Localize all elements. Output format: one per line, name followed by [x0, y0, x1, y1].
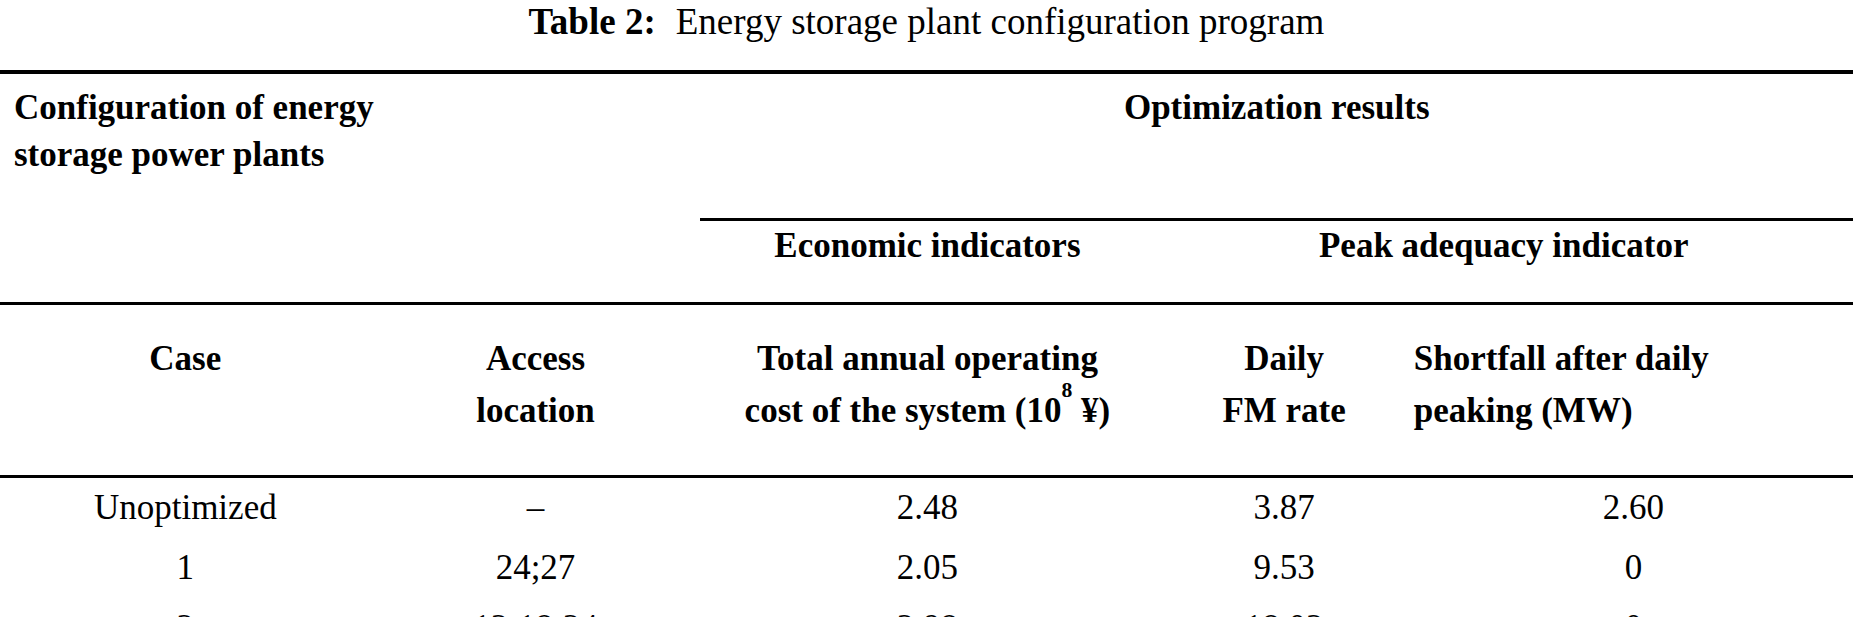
total-cost-cell: 2.48	[700, 477, 1154, 539]
cost-header-line2: cost of the system (108 ¥)	[700, 385, 1154, 437]
optimization-results-label: Optimization results	[1124, 88, 1430, 127]
table-row-case-1: 1 24;27 2.05 9.53 0	[0, 538, 1853, 598]
optimization-results-group-header: Optimization results	[700, 72, 1853, 220]
daily-fm-rate-cell: 9.53	[1154, 538, 1413, 598]
peak-adequacy-label: Peak adequacy indicator	[1319, 226, 1688, 265]
table-row-unoptimized: Unoptimized – 2.48 3.87 2.60	[0, 477, 1853, 539]
configuration-header-line2: storage power plants	[14, 131, 700, 178]
shortfall-header-line1: Shortfall after daily	[1414, 333, 1853, 385]
peak-adequacy-header: Peak adequacy indicator	[1154, 220, 1853, 304]
case-column-header: Case	[0, 304, 371, 477]
access-location-cell: 24;27	[371, 538, 701, 598]
shortfall-column-header: Shortfall after daily peaking (MW)	[1414, 304, 1853, 477]
access-header-line1: Access	[371, 333, 701, 385]
energy-storage-table: Configuration of energy storage power pl…	[0, 70, 1853, 617]
daily-fm-rate-cell: 3.87	[1154, 477, 1413, 539]
shortfall-cell: 0	[1414, 598, 1853, 617]
shortfall-cell: 2.60	[1414, 477, 1853, 539]
column-header-row: Case Access location Total annual operat…	[0, 304, 1853, 477]
table-caption: Table 2: Energy storage plant configurati…	[0, 0, 1853, 44]
shortfall-header-line2: peaking (MW)	[1414, 385, 1853, 437]
economic-indicators-label: Economic indicators	[774, 226, 1080, 265]
economic-indicators-header: Economic indicators	[700, 220, 1154, 304]
configuration-group-header: Configuration of energy storage power pl…	[0, 72, 700, 304]
group-header-row: Configuration of energy storage power pl…	[0, 72, 1853, 220]
fm-header-line1: Daily	[1154, 333, 1413, 385]
table-row-case-2: 2 12;18;24 2.98 18.02 0	[0, 598, 1853, 617]
total-cost-column-header: Total annual operating cost of the syste…	[700, 304, 1154, 477]
access-location-cell: 12;18;24	[371, 598, 701, 617]
shortfall-cell: 0	[1414, 538, 1853, 598]
superscript-8: 8	[1061, 378, 1072, 402]
case-header-label: Case	[149, 339, 221, 378]
cost-header-currency: ¥)	[1072, 391, 1110, 430]
access-location-column-header: Access location	[371, 304, 701, 477]
daily-fm-rate-cell: 18.02	[1154, 598, 1413, 617]
cost-header-line2-text: cost of the system (10	[745, 391, 1062, 430]
cost-header-line1: Total annual operating	[700, 333, 1154, 385]
case-cell: Unoptimized	[0, 477, 371, 539]
case-cell: 1	[0, 538, 371, 598]
total-cost-cell: 2.98	[700, 598, 1154, 617]
caption-title: Energy storage plant configuration progr…	[676, 1, 1325, 42]
total-cost-cell: 2.05	[700, 538, 1154, 598]
case-cell: 2	[0, 598, 371, 617]
access-location-cell: –	[371, 477, 701, 539]
daily-fm-rate-column-header: Daily FM rate	[1154, 304, 1413, 477]
fm-header-line2: FM rate	[1154, 385, 1413, 437]
caption-label: Table 2:	[529, 1, 656, 42]
paper-page: Table 2: Energy storage plant configurati…	[0, 0, 1853, 617]
access-header-line2: location	[371, 385, 701, 437]
configuration-header-line1: Configuration of energy	[14, 84, 700, 131]
